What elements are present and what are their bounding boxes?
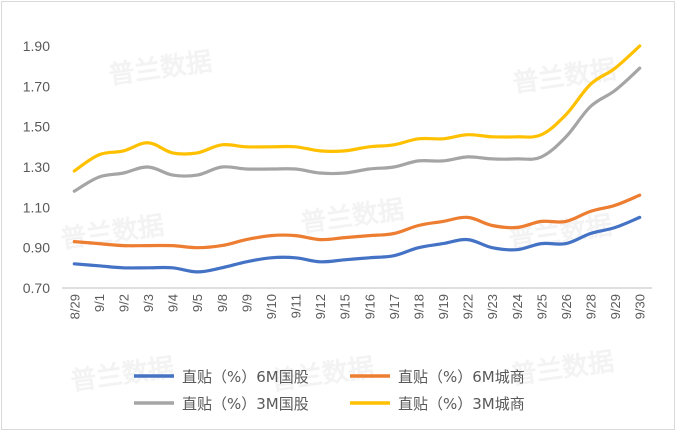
x-tick-label: 9/16 xyxy=(362,294,377,319)
x-tick-label: 9/2 xyxy=(116,294,131,312)
y-tick-label: 1.30 xyxy=(23,159,50,175)
x-tick-label: 9/30 xyxy=(633,294,648,319)
y-tick-label: 1.70 xyxy=(23,78,50,94)
x-tick-label: 9/19 xyxy=(436,294,451,319)
x-tick-label: 9/23 xyxy=(485,294,500,319)
y-tick-label: 1.90 xyxy=(23,38,50,54)
x-tick-label: 8/29 xyxy=(67,294,82,319)
x-tick-label: 9/5 xyxy=(190,294,205,312)
x-tick-label: 9/11 xyxy=(289,294,304,318)
x-tick-label: 9/4 xyxy=(166,294,181,312)
x-tick-label: 9/22 xyxy=(461,294,476,319)
x-tick-label: 9/26 xyxy=(559,294,574,319)
series-line-2 xyxy=(72,66,642,193)
series-line-0 xyxy=(72,215,642,274)
x-tick-label: 9/10 xyxy=(264,294,279,319)
x-tick-label: 9/9 xyxy=(239,294,254,312)
x-tick-label: 9/24 xyxy=(510,294,525,319)
x-tick-label: 9/17 xyxy=(387,294,402,319)
x-tick-label: 9/1 xyxy=(92,294,107,312)
x-tick-label: 9/18 xyxy=(411,294,426,319)
y-tick-label: 0.70 xyxy=(23,280,50,296)
series-lines xyxy=(72,44,642,274)
x-tick-label: 9/25 xyxy=(534,294,549,319)
y-tick-label: 0.90 xyxy=(23,240,50,256)
y-axis: 0.70 0.90 1.10 1.30 1.50 1.70 1.90 xyxy=(23,38,50,296)
x-tick-label: 9/29 xyxy=(608,294,623,319)
x-tick-label: 9/12 xyxy=(313,294,328,319)
x-tick-label: 9/8 xyxy=(215,294,230,312)
legend-label-0: 直贴（%）6M国股 xyxy=(182,368,309,386)
x-tick-label: 9/3 xyxy=(141,294,156,312)
y-tick-label: 1.10 xyxy=(23,199,50,215)
y-tick-label: 1.50 xyxy=(23,119,50,135)
x-tick-label: 9/28 xyxy=(584,294,599,319)
legend-label-1: 直贴（%）6M城商 xyxy=(398,368,525,386)
x-tick-label: 9/15 xyxy=(338,294,353,319)
legend-label-3: 直贴（%）3M城商 xyxy=(398,395,525,413)
legend-label-2: 直贴（%）3M国股 xyxy=(182,395,309,413)
x-axis: 8/29 9/1 9/2 9/3 9/4 9/5 9/8 9/9 9/10 9/11 9/12 9/1… xyxy=(62,287,652,319)
series-line-3 xyxy=(72,44,642,173)
series-line-1 xyxy=(72,193,642,250)
